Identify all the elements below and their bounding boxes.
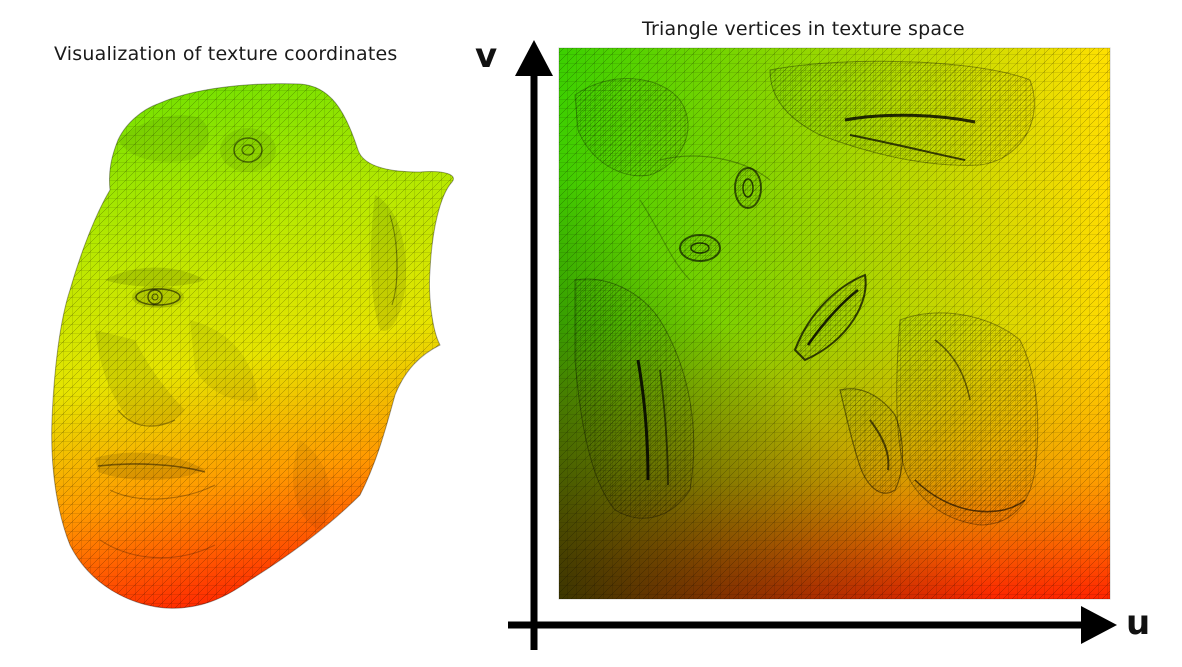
v-axis-arrowhead	[515, 40, 553, 76]
uv-texture-map	[558, 47, 1111, 600]
face-visualization-caption: Visualization of texture coordinates	[54, 43, 398, 65]
v-axis-label: v	[475, 36, 498, 76]
u-axis-arrowhead	[1081, 606, 1117, 644]
texture-space-caption: Triangle vertices in texture space	[642, 18, 965, 40]
u-axis-label: u	[1126, 603, 1151, 643]
uv-axes	[508, 40, 1117, 650]
textured-face-mesh	[51, 83, 454, 609]
